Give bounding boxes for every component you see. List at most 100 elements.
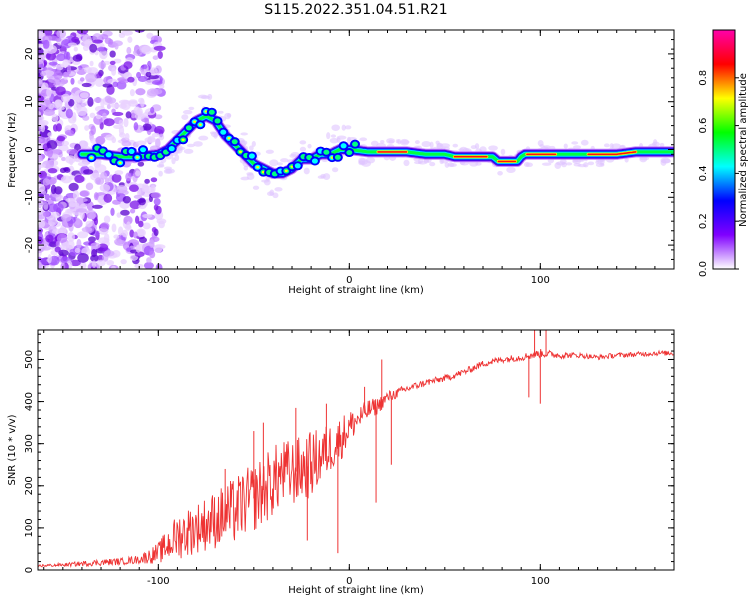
noise-blob (497, 171, 503, 176)
noise-blob (171, 157, 176, 165)
snr-y-tick-label: 100 (24, 518, 35, 537)
noise-blob (243, 165, 249, 171)
noise-blob (272, 192, 279, 199)
noise-blob (246, 172, 255, 180)
noise-blob (251, 140, 256, 147)
ridge-blob-peak (238, 150, 242, 154)
noise-blob (153, 204, 159, 211)
ridge-blob-peak (89, 156, 93, 159)
noise-blob (55, 240, 60, 247)
noise-blob (38, 56, 45, 65)
noise-blob (120, 259, 127, 265)
noise-blob (150, 177, 158, 183)
noise-blob (417, 160, 428, 165)
noise-blob (71, 36, 80, 43)
noise-blob (74, 174, 85, 184)
ridge-blob-core (311, 158, 318, 164)
noise-blob (134, 113, 145, 120)
noise-blob (150, 88, 163, 95)
ridge-blob-peak (284, 169, 288, 173)
noise-blob (76, 238, 82, 249)
noise-blob (400, 139, 410, 145)
noise-blob (110, 103, 121, 108)
noise-blob (102, 83, 113, 88)
noise-blob (68, 182, 79, 192)
noise-blob (523, 161, 530, 168)
noise-blob (94, 77, 104, 88)
noise-blob (95, 135, 106, 145)
noise-blob (263, 179, 271, 186)
noise-blob (69, 259, 81, 267)
spectrogram-x-axis-label: Height of straight line (km) (288, 285, 424, 296)
noise-blob (603, 143, 610, 148)
noise-blob (157, 50, 163, 59)
colorbar-tick-label: 0.0 (698, 261, 709, 277)
spectrogram-x-tick-label: 100 (531, 275, 550, 286)
snr-x-tick-label: 0 (346, 576, 352, 587)
noise-blob (62, 241, 70, 250)
noise-blob (149, 250, 156, 259)
noise-blob (46, 139, 58, 150)
noise-blob (123, 61, 133, 69)
noise-blob (151, 80, 163, 86)
ridge-core-red (587, 151, 637, 156)
noise-blob (93, 97, 103, 103)
noise-blob (129, 229, 135, 238)
noise-blob (280, 158, 289, 163)
noise-blob (99, 200, 106, 206)
noise-blob (153, 45, 166, 51)
noise-blob (48, 217, 58, 227)
noise-blob (150, 185, 156, 193)
noise-blob (113, 124, 124, 129)
noise-blob (109, 60, 116, 65)
noise-blob (265, 149, 274, 154)
noise-blob (125, 172, 132, 181)
noise-blob (580, 139, 589, 146)
noise-blob (159, 84, 165, 89)
noise-blob (79, 77, 85, 82)
noise-blob (44, 98, 51, 108)
ridge-blob-peak (135, 156, 139, 159)
ridge-blob-core (294, 163, 301, 169)
noise-blob (266, 191, 274, 197)
noise-blob (114, 170, 124, 176)
ridge-blob-peak (181, 138, 185, 141)
noise-blob (111, 173, 122, 183)
ridge-blob-peak (193, 120, 197, 123)
ridge-blob-core (220, 129, 227, 135)
ridge-blob-peak (118, 161, 122, 165)
noise-blob (138, 97, 144, 104)
ridge-blob-peak (198, 123, 202, 126)
spectrogram-ridge (76, 107, 674, 179)
noise-blob (307, 143, 312, 149)
noise-blob (106, 97, 117, 104)
noise-blob (331, 124, 340, 131)
noise-blob (68, 98, 75, 107)
colorbar-frame (712, 29, 736, 270)
noise-blob (96, 259, 106, 267)
noise-blob (53, 202, 64, 213)
noise-blob (444, 162, 450, 168)
snr-x-tick-label: 100 (531, 576, 550, 587)
noise-blob (331, 167, 339, 173)
noise-blob (153, 244, 163, 253)
spectrogram-y-tick-label: 20 (24, 48, 35, 61)
noise-blob (103, 193, 113, 203)
noise-blob (145, 71, 152, 78)
noise-blob (70, 77, 75, 85)
noise-blob (58, 249, 69, 257)
noise-blob (150, 192, 162, 199)
noise-blob (55, 196, 62, 202)
noise-blob (72, 95, 79, 101)
noise-blob (47, 168, 58, 174)
noise-blob (103, 250, 115, 257)
noise-blob (118, 119, 124, 127)
colorbar-tick-label: 0.4 (698, 165, 709, 181)
noise-blob (121, 229, 129, 238)
noise-blob (50, 184, 57, 195)
spectrogram-y-tick-label: -10 (24, 189, 35, 205)
noise-blob (53, 81, 65, 87)
noise-blob (539, 144, 545, 148)
ridge-blob-core (214, 118, 221, 124)
